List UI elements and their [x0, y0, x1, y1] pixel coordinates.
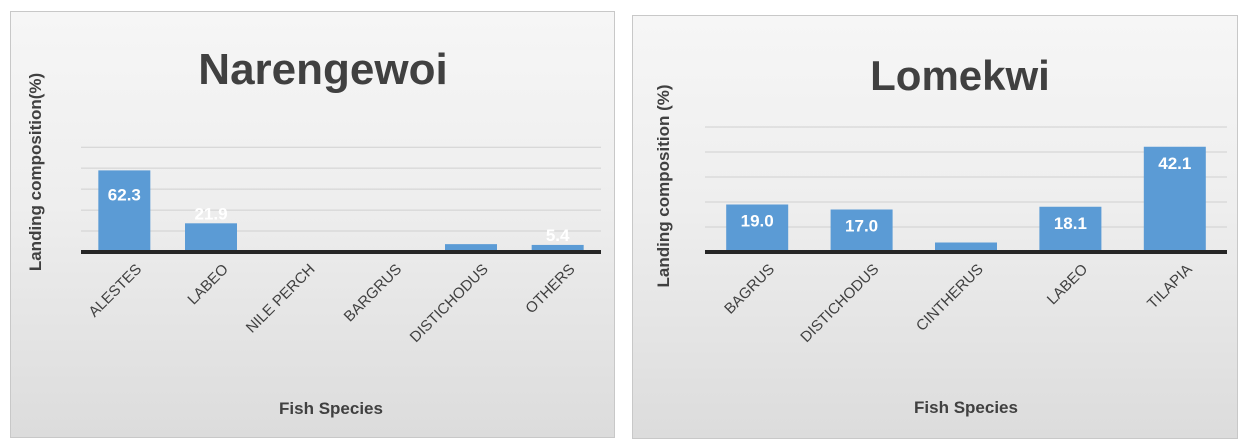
chart-title: Narengewoi	[198, 45, 447, 94]
data-label: 42.1	[1158, 154, 1191, 173]
bar-distichodus	[445, 244, 497, 252]
x-tick-label: CINTHERUS	[913, 261, 987, 335]
chart-panel-lomekwi: Lomekwi 19.0 17.0 18.1 42.1 BAGRUS DISTICHODUS…	[632, 15, 1238, 439]
y-axis-title: Landing composition (%)	[654, 84, 673, 287]
bar-chart-narengewoi: Narengewoi 62.3 21.9 5.4 ALESTES LABEO NILE PE…	[26, 45, 601, 418]
data-label: 19.0	[741, 212, 774, 231]
data-label: 17.0	[845, 217, 878, 236]
bar-tilapia	[1143, 146, 1206, 252]
bar-bagrus	[726, 204, 789, 252]
x-tick-label: LABEO	[1044, 261, 1091, 308]
x-tick-label: ALESTES	[85, 261, 145, 321]
bar-alestes	[98, 170, 151, 252]
chart-panel-narengewoi: Narengewoi 62.3 21.9 5.4 ALESTES LABEO NILE PE…	[10, 11, 615, 438]
x-tick-label: OTHERS	[522, 261, 578, 317]
bar-labeo	[185, 223, 237, 252]
bar-labeo	[1039, 206, 1102, 252]
x-tick-label: DISTICHODUS	[797, 261, 882, 346]
data-label: 62.3	[108, 185, 141, 204]
bar-others	[531, 244, 584, 252]
y-axis-title: Landing composition(%)	[26, 73, 45, 271]
data-label: 21.9	[194, 204, 227, 223]
x-tick-label: DISTICHODUS	[407, 261, 492, 346]
x-tick-label: LABEO	[184, 261, 231, 308]
x-axis-title: Fish Species	[279, 399, 383, 418]
x-tick-label: TILAPIA	[1144, 261, 1196, 313]
data-label: 5.4	[546, 226, 570, 245]
x-tick-label: BAGRUS	[721, 261, 778, 318]
x-tick-label: BARGRUS	[341, 261, 405, 325]
bar-distichodus	[830, 209, 893, 252]
bar-chart-lomekwi: Lomekwi 19.0 17.0 18.1 42.1 BAGRUS DISTICHODUS…	[654, 52, 1227, 417]
chart-title: Lomekwi	[870, 52, 1050, 99]
bar-cintherus	[935, 242, 997, 252]
data-label: 18.1	[1054, 214, 1087, 233]
x-axis-title: Fish Species	[914, 398, 1018, 417]
x-tick-label: NILE PERCH	[243, 261, 319, 337]
